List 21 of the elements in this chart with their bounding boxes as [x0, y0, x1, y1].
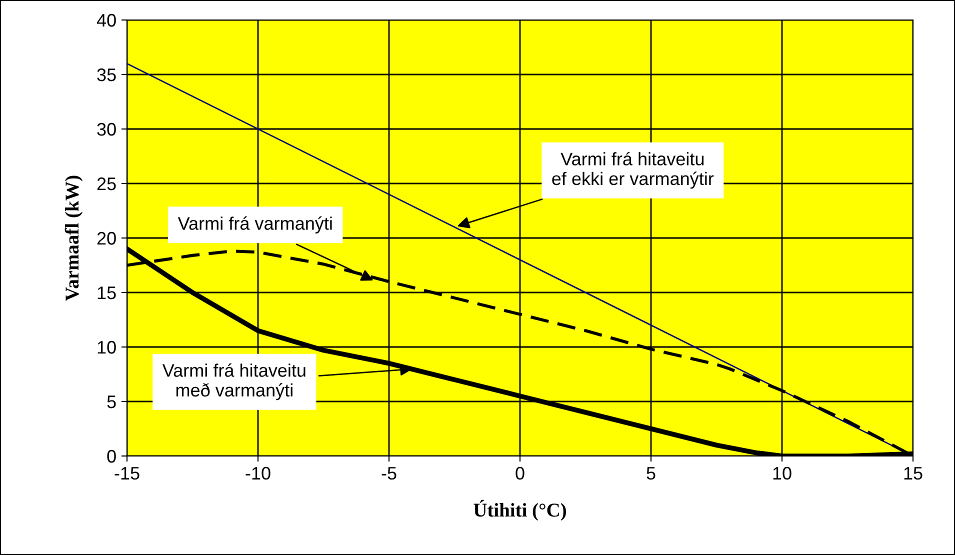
x-tick-label: 5 [646, 467, 656, 480]
x-tick-label: -15 [114, 467, 140, 480]
y-tick-label: 35 [97, 68, 116, 82]
x-tick-label: 10 [773, 466, 792, 480]
x-axis-title: Útihiti (°C) [474, 500, 566, 521]
y-tick-label: 30 [97, 122, 116, 136]
y-tick-label: 40 [96, 14, 116, 27]
annotation: Varmi frá hitaveitu með varmanýti [162, 363, 306, 400]
x-tick-label: 0 [516, 466, 524, 480]
y-tick-label: 0 [107, 450, 116, 463]
x-tick-label: 15 [904, 467, 922, 480]
annotation: Varmi frá varmanýti [178, 216, 332, 234]
annotation: Varmi frá hitaveitu ef ekki er varmanýtir [552, 152, 714, 189]
x-tick-label: -10 [246, 466, 270, 480]
y-tick-label: 25 [97, 177, 116, 190]
y-tick-label: 10 [98, 340, 116, 354]
y-tick-label: 20 [97, 232, 116, 245]
y-tick-label: 5 [107, 396, 116, 408]
y-tick-label: 15 [98, 286, 116, 300]
x-tick-label: -5 [382, 467, 396, 480]
y-axis-title: Varmaafl (kW) [64, 176, 83, 301]
